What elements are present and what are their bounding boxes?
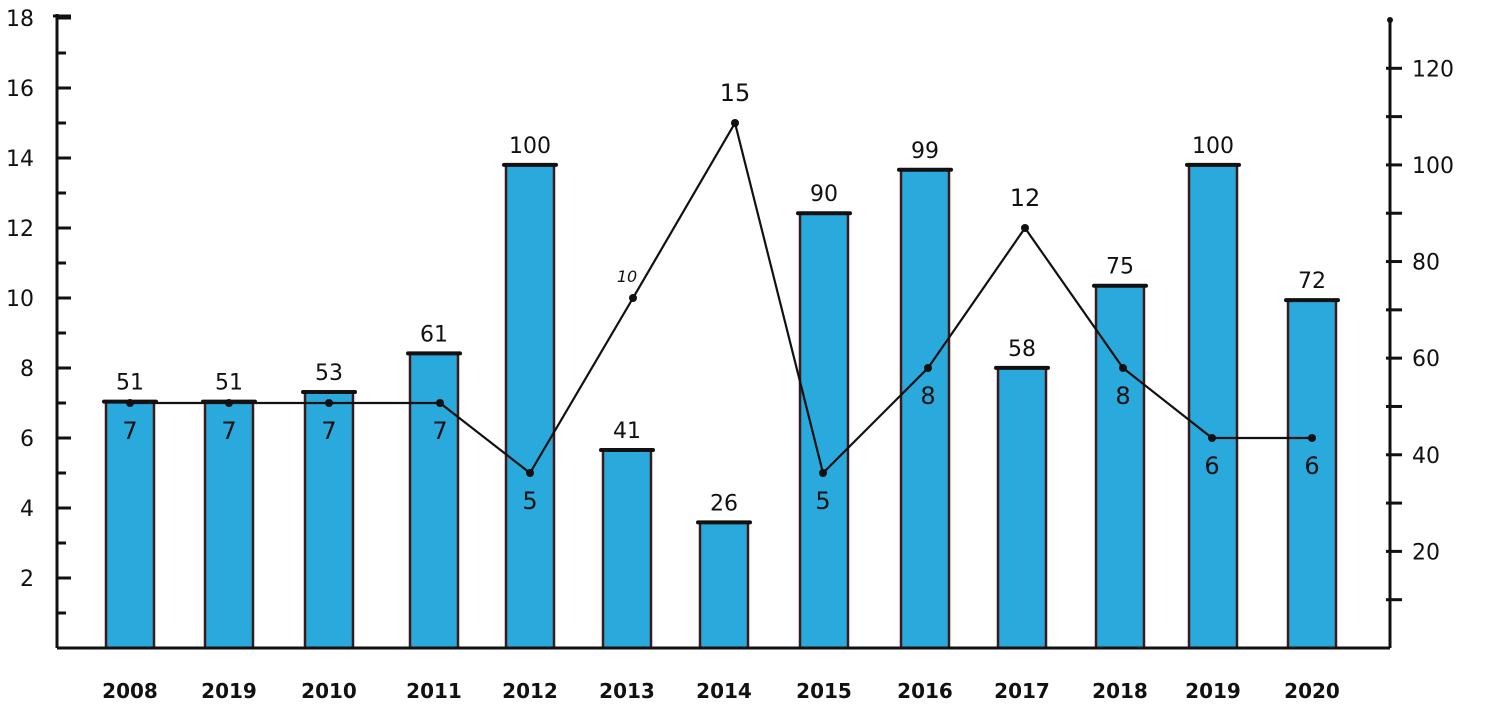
bar-value-label: 41 xyxy=(613,419,641,444)
bar xyxy=(1187,163,1239,650)
line-point xyxy=(526,469,534,477)
line-point xyxy=(126,399,134,407)
left-axis-tick-label: 10 xyxy=(6,287,34,312)
line-value-label: 6 xyxy=(1304,452,1319,480)
line-value-label: 10 xyxy=(617,267,637,286)
bar xyxy=(798,211,850,650)
x-axis-tick-label: 2013 xyxy=(599,679,655,703)
bar-value-label: 51 xyxy=(116,371,144,396)
line-value-label: 8 xyxy=(920,382,935,410)
line-layer xyxy=(126,119,1316,477)
right-axis-tick-label: 60 xyxy=(1412,347,1440,372)
bar-value-label: 51 xyxy=(215,371,243,396)
bar-value-label: 90 xyxy=(810,182,838,207)
x-axis-tick-label: 2018 xyxy=(1092,679,1148,703)
x-axis-tick-label: 2010 xyxy=(301,679,357,703)
bar xyxy=(601,448,653,650)
right-axis-tick-label: 120 xyxy=(1412,57,1454,82)
left-axis-tick-label: 14 xyxy=(6,147,34,172)
bar xyxy=(1094,284,1146,650)
line-point xyxy=(1021,224,1029,232)
line-value-label: 5 xyxy=(815,487,830,515)
line-point xyxy=(225,399,233,407)
bars-layer xyxy=(102,162,1340,650)
line-point xyxy=(1208,434,1216,442)
line-value-label: 7 xyxy=(321,417,336,445)
bar-value-label: 72 xyxy=(1298,269,1326,294)
line-point xyxy=(819,469,827,477)
left-axis-tick-label: 12 xyxy=(6,217,34,242)
bar-value-label: 26 xyxy=(710,491,738,516)
line-point xyxy=(629,294,637,302)
right-axis-cap xyxy=(1387,17,1393,23)
left-axis-tick-label: 4 xyxy=(20,497,34,522)
bar-value-label: 99 xyxy=(911,139,939,164)
x-axis-tick-label: 2019 xyxy=(1185,679,1241,703)
bar xyxy=(698,521,750,650)
left-axis-tick-label: 6 xyxy=(20,427,34,452)
x-axis-tick-label: 2020 xyxy=(1284,679,1340,703)
x-axis-tick-label: 2011 xyxy=(406,679,462,703)
left-axis-tick-label: 16 xyxy=(6,77,34,102)
right-axis-tick-label: 20 xyxy=(1412,540,1440,565)
x-axis-tick-label: 2016 xyxy=(897,679,953,703)
line-value-label: 7 xyxy=(122,417,137,445)
line-value-label: 15 xyxy=(720,79,751,107)
line-value-label: 8 xyxy=(1115,382,1130,410)
x-axis-tick-label: 2017 xyxy=(994,679,1050,703)
line-point xyxy=(1308,434,1316,442)
x-axis-tick-label: 2015 xyxy=(796,679,852,703)
right-axis-tick-label: 40 xyxy=(1412,444,1440,469)
right-axis-tick-label: 100 xyxy=(1412,154,1454,179)
x-axis-tick-label: 2014 xyxy=(696,679,752,703)
line-point xyxy=(731,119,739,127)
line-value-label: 12 xyxy=(1010,184,1041,212)
left-axis-tick-label: 8 xyxy=(20,357,34,382)
line-value-label: 7 xyxy=(432,417,447,445)
bar xyxy=(408,352,460,650)
bar xyxy=(504,163,556,650)
axes-layer: 2 4 6 8 10 12 14 16 18 20 40 60 80 100 120 2008 2019 2010… xyxy=(6,7,1454,703)
bar xyxy=(104,400,156,650)
x-axis-tick-label: 2019 xyxy=(201,679,257,703)
bar-value-label: 75 xyxy=(1106,255,1134,280)
right-axis-tick-label: 80 xyxy=(1412,251,1440,276)
bar xyxy=(996,366,1048,650)
left-axis-tick-label: 18 xyxy=(6,7,34,32)
bar-value-label: 58 xyxy=(1008,337,1036,362)
bar-value-label: 61 xyxy=(420,322,448,347)
bar xyxy=(303,390,355,650)
line-value-label: 5 xyxy=(522,487,537,515)
line-value-label: 6 xyxy=(1204,452,1219,480)
line-point xyxy=(436,399,444,407)
line-point xyxy=(1119,364,1127,372)
bar xyxy=(203,400,255,650)
line-value-label: 7 xyxy=(221,417,236,445)
bar-value-label: 100 xyxy=(509,134,551,159)
left-axis-tick-label: 2 xyxy=(20,567,34,592)
line-point xyxy=(325,399,333,407)
line-point xyxy=(924,364,932,372)
x-axis-tick-label: 2008 xyxy=(102,679,158,703)
bar-value-label: 53 xyxy=(315,361,343,386)
x-axis-tick-label: 2012 xyxy=(502,679,558,703)
bar-value-label: 100 xyxy=(1192,134,1234,159)
